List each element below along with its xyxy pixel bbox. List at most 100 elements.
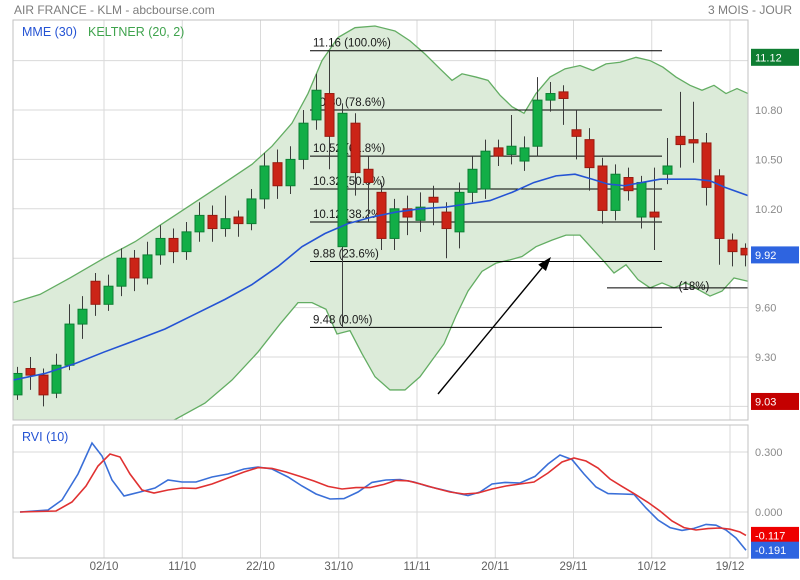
- candles-layer: [13, 50, 748, 407]
- date-label: 31/10: [324, 561, 353, 573]
- date-label: 20/11: [481, 561, 509, 573]
- rvi-layer: [19, 441, 747, 551]
- legend-keltner: KELTNER (20, 2): [88, 25, 184, 39]
- trend-arrow-head: [538, 257, 551, 271]
- date-label: 11/11: [403, 561, 430, 573]
- candle-down: [493, 147, 504, 157]
- candle-down: [129, 257, 140, 279]
- fib-label: 10.52 (61.8%): [313, 143, 385, 155]
- candle-down: [428, 196, 439, 203]
- candle-down: [207, 214, 218, 230]
- axis-badge-value: 11.12: [755, 52, 782, 64]
- legend-mme: MME (30): [22, 25, 77, 39]
- keltner-upper-line: [13, 25, 748, 304]
- candle-up: [103, 285, 114, 305]
- y-axis-label: 10.80: [755, 105, 783, 117]
- axis-badge-value: 9.92: [755, 250, 776, 262]
- fib-label: 10.12 (38.2%): [313, 209, 385, 221]
- candle-up: [636, 181, 647, 218]
- candle-up: [545, 93, 556, 101]
- candle-down: [441, 211, 452, 230]
- panel-frames: [12, 19, 749, 559]
- fib-label: 11.16 (100.0%): [313, 38, 391, 50]
- main-panel-frame: [12, 19, 749, 421]
- candle-up: [181, 231, 192, 253]
- date-label: 10/12: [637, 561, 666, 573]
- axis-badge-value: -0.117: [755, 530, 785, 542]
- fib-label: 10.32 (50.0%): [313, 176, 385, 188]
- candle-up: [64, 323, 75, 366]
- candle-up: [298, 122, 309, 160]
- date-label: 11/10: [168, 561, 196, 573]
- trend-arrow-line: [437, 267, 543, 395]
- candle-up: [506, 145, 517, 155]
- candle-down: [649, 211, 660, 218]
- keltner-band-fill: [13, 26, 748, 420]
- candle-up: [246, 198, 257, 225]
- candle-down: [350, 122, 361, 174]
- y-axis-label: 10.20: [755, 204, 783, 216]
- candle-down: [571, 129, 582, 137]
- candle-up: [259, 165, 270, 200]
- candle-up: [220, 218, 231, 230]
- axis-badge-value: 9.03: [755, 396, 776, 408]
- axis-badge: [751, 541, 799, 559]
- candle-up: [480, 150, 491, 190]
- candle-up: [142, 254, 153, 279]
- y-axis-label: 10.50: [755, 154, 783, 166]
- candle-up: [454, 191, 465, 233]
- axis-badge: [751, 48, 799, 66]
- candle-up: [194, 214, 205, 233]
- candle-up: [77, 308, 88, 325]
- candle-down: [324, 93, 335, 137]
- axis-badge: [751, 526, 799, 544]
- candle-down: [714, 175, 725, 239]
- candle-up: [389, 208, 400, 239]
- candle-down: [597, 165, 608, 211]
- candle-down: [168, 237, 179, 253]
- rvi-axis-label: 0.300: [755, 447, 783, 459]
- keltner-lower-line: [172, 234, 748, 420]
- candle-down: [727, 239, 738, 253]
- rvi-axis-label: 0.000: [755, 507, 783, 519]
- candle-up: [51, 364, 62, 394]
- candle-up: [532, 99, 543, 147]
- candle-up: [337, 112, 348, 248]
- candle-down: [233, 216, 244, 225]
- axis-badge-value: -0.191: [755, 545, 786, 557]
- fib-label: 10.80 (78.6%): [313, 97, 385, 109]
- rvi-rvi-line: [19, 441, 747, 551]
- candle-down: [558, 91, 569, 99]
- axis-labels-layer: 10.80 10.50 10.20 9.60 9.30 0.300 0.000 11.12 9.…: [90, 48, 799, 573]
- legend-rvi: RVI (10): [22, 430, 68, 444]
- y-axis-label: 9.30: [755, 352, 776, 364]
- retracement-pct-label: (18%): [679, 281, 710, 293]
- rvi-signal-line: [19, 453, 747, 537]
- axis-badge: [751, 392, 799, 410]
- period-label: 3 MOIS - JOUR: [707, 3, 792, 17]
- mme-layer: [13, 173, 748, 381]
- candle-up: [311, 89, 322, 121]
- candle-down: [25, 368, 36, 376]
- y-axis-label: 9.60: [755, 303, 776, 315]
- axis-badge: [751, 246, 799, 264]
- candle-down: [363, 168, 374, 183]
- keltner-band-layer: [13, 25, 748, 420]
- fib-label: 9.88 (23.6%): [313, 248, 379, 260]
- candle-up: [467, 168, 478, 193]
- date-label: 22/10: [246, 561, 275, 573]
- date-label: 29/11: [560, 561, 588, 573]
- candle-down: [740, 247, 748, 256]
- candle-up: [519, 147, 530, 162]
- candle-down: [701, 142, 712, 188]
- candle-down: [688, 139, 699, 144]
- date-label: 02/10: [90, 561, 119, 573]
- candle-down: [272, 162, 283, 187]
- candle-up: [610, 173, 621, 211]
- title-bar: AIR FRANCE - KLM - abcbourse.com 3 MOIS …: [0, 0, 800, 20]
- candle-up: [116, 257, 127, 287]
- candle-up: [415, 206, 426, 221]
- chart-title: AIR FRANCE - KLM - abcbourse.com: [14, 3, 215, 17]
